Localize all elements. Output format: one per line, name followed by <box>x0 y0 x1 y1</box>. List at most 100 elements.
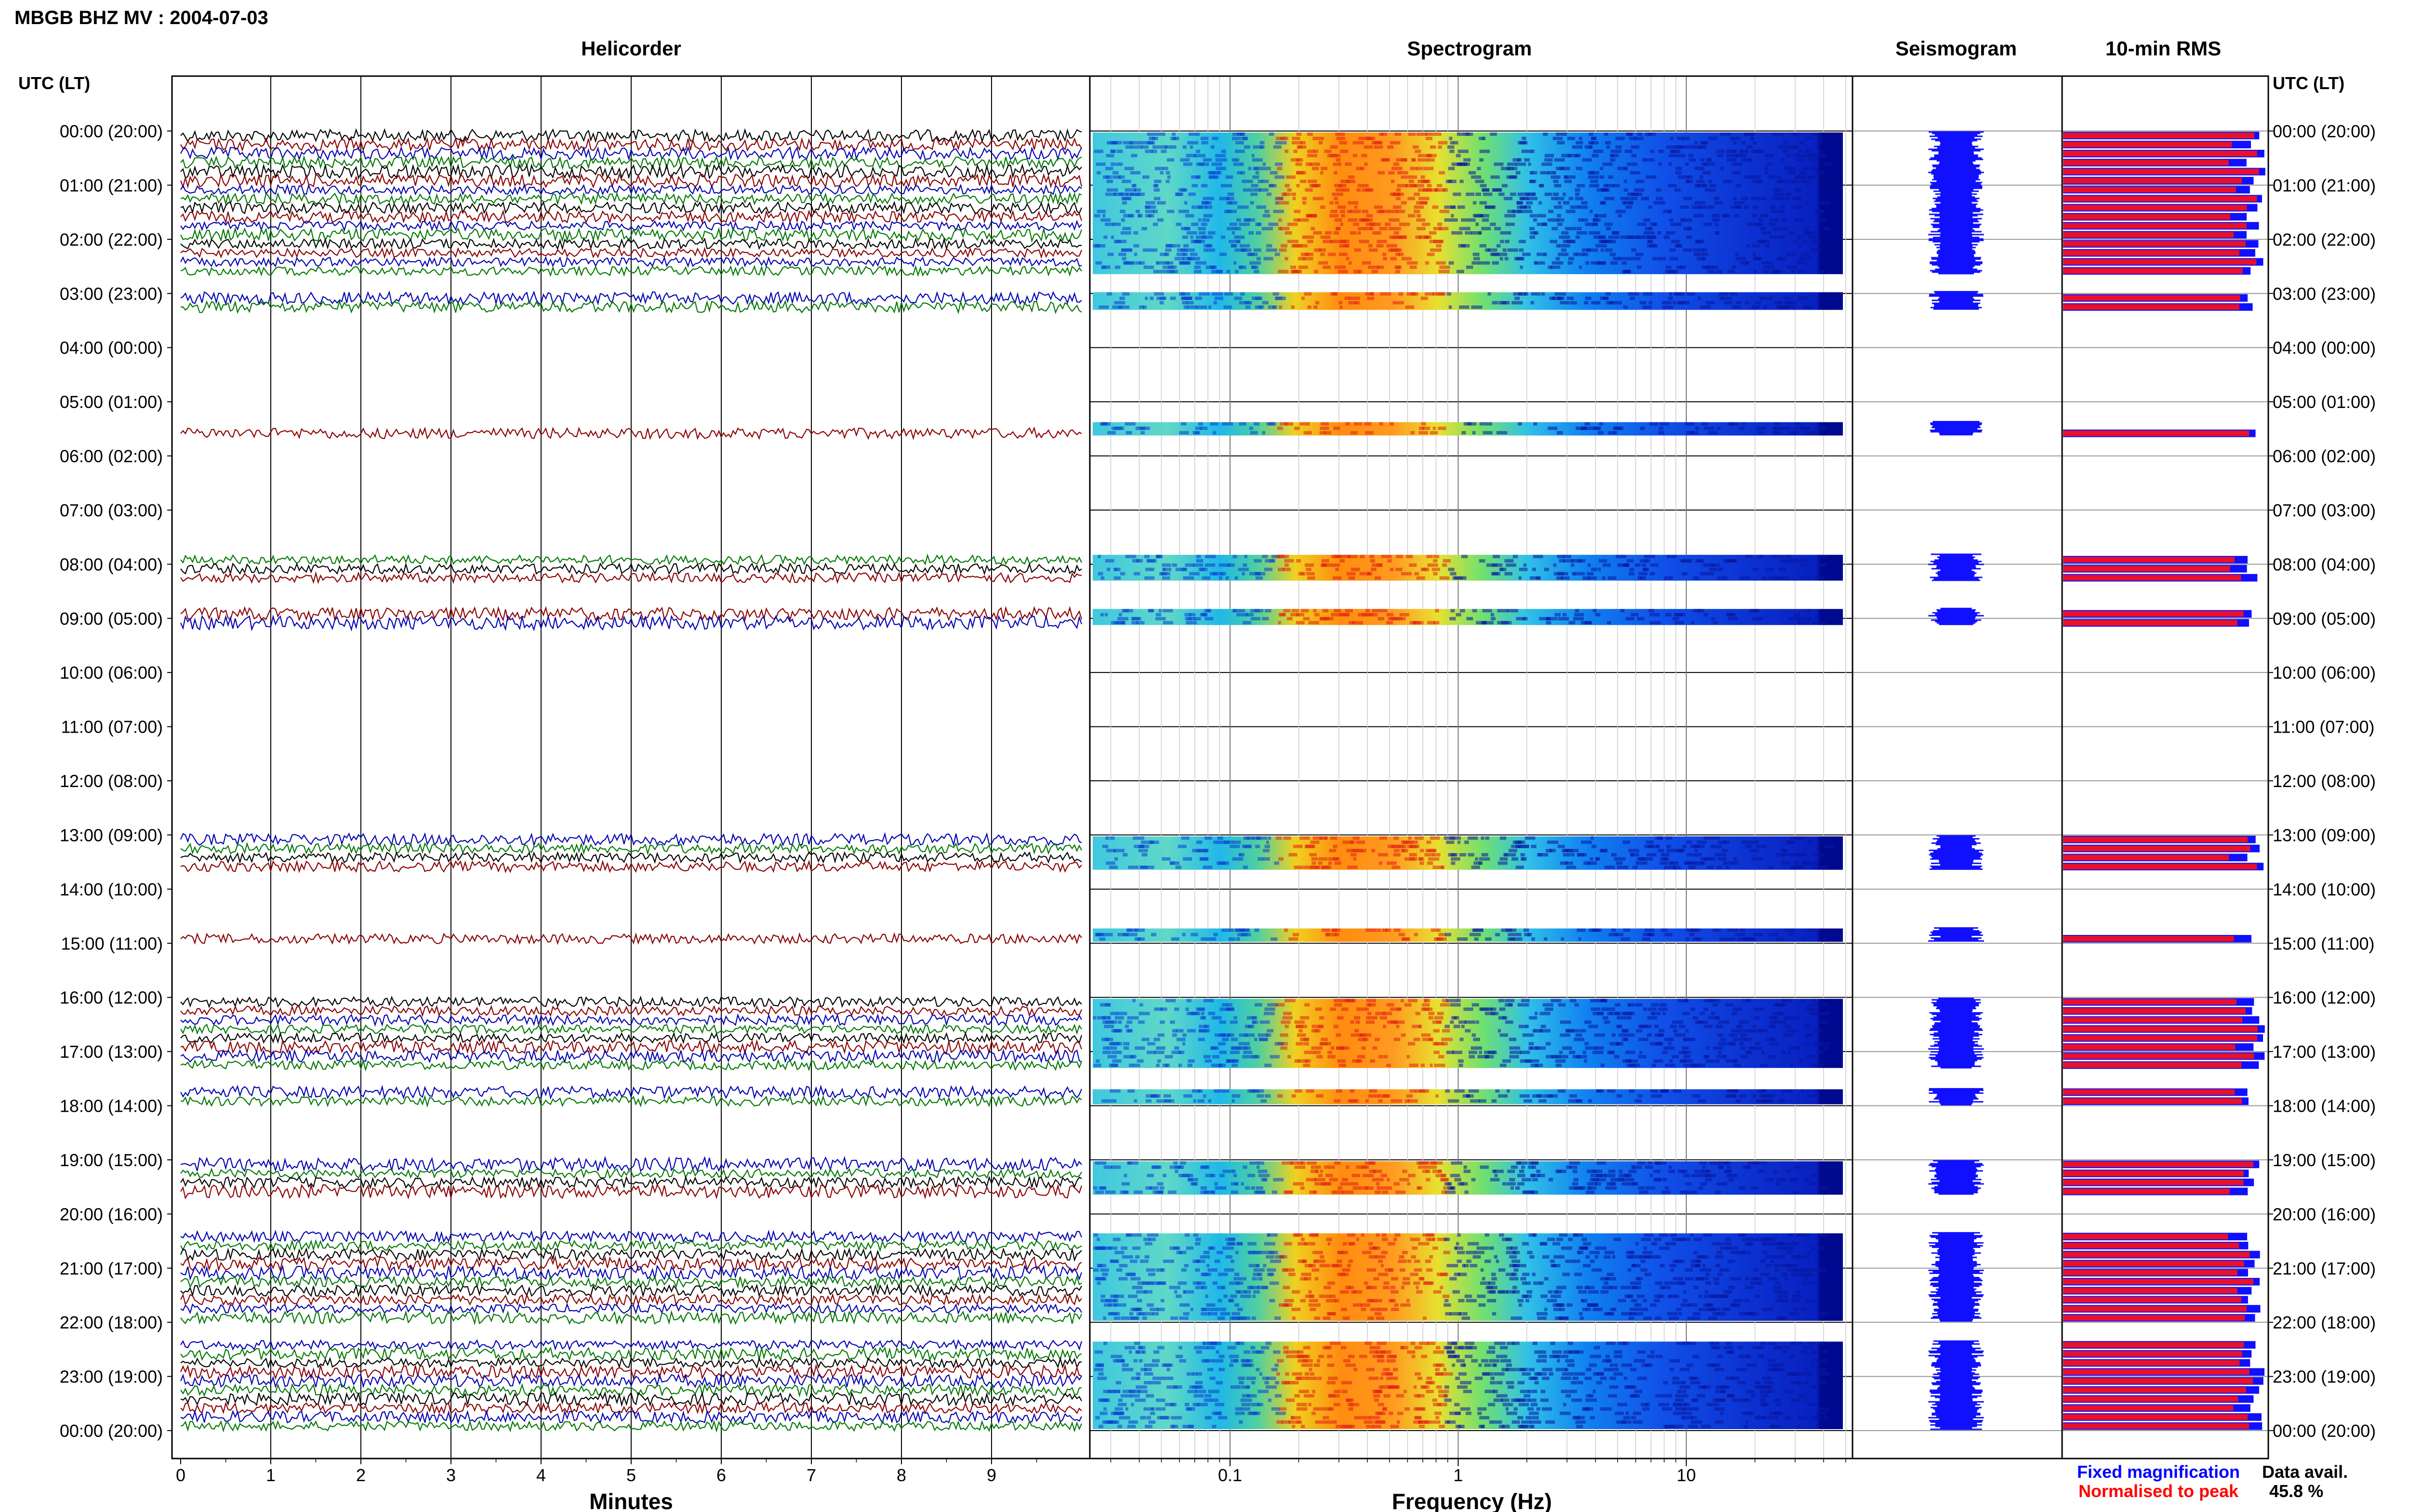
spectrogram-speckle <box>1350 1089 1355 1093</box>
spectrogram-speckle <box>1779 180 1790 184</box>
spectrogram-speckle <box>1235 158 1240 162</box>
spectrogram-speckle <box>1361 1303 1371 1307</box>
spectrogram-speckle <box>1393 836 1399 840</box>
spectrogram-speckle <box>1340 180 1350 184</box>
spectrogram-speckle <box>1254 248 1261 252</box>
spectrogram-speckle <box>1388 171 1395 175</box>
spectrogram-speckle <box>1507 167 1514 171</box>
spectrogram-speckle <box>1463 1390 1472 1394</box>
spectrogram-speckle <box>1745 844 1752 848</box>
spectrogram-speckle <box>1382 1237 1385 1241</box>
spectrogram-speckle <box>1505 1237 1510 1241</box>
spectrogram-speckle <box>1764 154 1769 158</box>
spectrogram-speckle <box>1103 1341 1108 1345</box>
spectrogram-speckle <box>1137 1307 1141 1311</box>
spectrogram-speckle <box>1457 1385 1468 1389</box>
spectrogram-speckle <box>1519 567 1528 571</box>
spectrogram-speckle <box>1390 141 1401 145</box>
spectrogram-speckle <box>1386 1376 1398 1380</box>
spectrogram-speckle <box>1112 1237 1121 1241</box>
helicorder-trace <box>180 1283 1082 1298</box>
spectrogram-speckle <box>1690 1007 1695 1011</box>
spectrogram-speckle <box>1800 167 1808 171</box>
spectrogram-speckle <box>1152 136 1155 140</box>
helicorder-trace <box>180 220 1082 232</box>
spectrogram-speckle <box>1610 1178 1621 1182</box>
spectrogram-speckle <box>1722 1307 1731 1311</box>
spectrogram-speckle <box>1337 1186 1342 1190</box>
spectrogram-speckle <box>1586 1367 1592 1371</box>
spectrogram-speckle <box>1153 292 1164 296</box>
spectrogram-speckle <box>1365 1165 1369 1169</box>
spectrogram-speckle <box>1734 1064 1741 1067</box>
spectrogram-speckle <box>1284 563 1289 567</box>
spectrogram-speckle <box>1202 201 1212 205</box>
spectrogram-speckle <box>1316 1055 1323 1059</box>
spectrogram-speckle <box>1715 1264 1721 1268</box>
spectrogram-speckle <box>1180 158 1190 162</box>
spectrogram-speckle <box>1509 1046 1517 1050</box>
spectrogram-speckle <box>1457 999 1461 1002</box>
spectrogram-speckle <box>1169 861 1179 865</box>
spectrogram-speckle <box>1229 1354 1239 1358</box>
spectrogram-speckle <box>1779 235 1786 239</box>
spectrogram-speckle <box>1268 305 1277 309</box>
spectrogram-speckle <box>1682 844 1687 848</box>
spectrogram-speckle <box>1814 426 1823 430</box>
spectrogram-speckle <box>1652 257 1657 261</box>
spectrogram-speckle <box>1387 559 1392 563</box>
spectrogram-speckle <box>1591 301 1601 304</box>
spectrogram-speckle <box>1446 1264 1458 1268</box>
spectrogram-speckle <box>1381 1385 1388 1389</box>
helicorder-trace <box>180 1264 1083 1281</box>
spectrogram-speckle <box>1517 841 1522 844</box>
spectrogram-speckle <box>1519 1094 1530 1098</box>
spectrogram-speckle <box>1505 1367 1517 1371</box>
spectrogram-speckle <box>1354 248 1361 252</box>
spectrogram-speckle <box>1544 1277 1549 1281</box>
spectrogram-speckle <box>1339 305 1343 309</box>
spectrogram-speckle <box>1103 1165 1112 1169</box>
spectrogram-speckle <box>1290 158 1300 162</box>
spectrogram-speckle <box>1791 1255 1800 1259</box>
spectrogram-speckle <box>1790 1178 1798 1182</box>
spectrogram-speckle <box>1398 933 1405 936</box>
spectrogram-speckle <box>1693 1016 1698 1020</box>
spectrogram-speckle <box>1433 559 1438 563</box>
spectrogram-speckle <box>1451 231 1463 235</box>
spectrogram-speckle <box>1493 1363 1497 1367</box>
spectrogram-speckle <box>1568 1237 1573 1241</box>
spectrogram-speckle <box>1468 1242 1479 1246</box>
spectrogram-speckle <box>1600 167 1603 171</box>
spectrogram-speckle <box>1745 1277 1750 1281</box>
spectrogram-speckle <box>1744 1038 1752 1041</box>
spectrogram-speckle <box>1528 1376 1538 1380</box>
spectrogram-speckle <box>1330 145 1338 149</box>
spectrogram-speckle <box>1632 1165 1642 1169</box>
spectrogram-speckle <box>1770 1020 1781 1024</box>
spectrogram-speckle <box>1164 252 1169 256</box>
spectrogram-speckle <box>1679 265 1686 269</box>
spectrogram-speckle <box>1708 136 1717 140</box>
spectrogram-speckle <box>1243 188 1253 192</box>
spectrogram-speckle <box>1657 1033 1664 1037</box>
spectrogram-speckle <box>1398 1259 1407 1263</box>
spectrogram-speckle <box>1729 1033 1738 1037</box>
spectrogram-speckle <box>1626 132 1633 136</box>
spectrogram-speckle <box>1751 244 1760 248</box>
spectrogram-speckle <box>1206 244 1211 248</box>
spectrogram-speckle <box>1107 1016 1112 1020</box>
spectrogram-speckle <box>1521 999 1530 1002</box>
spectrogram-speckle <box>1433 572 1438 576</box>
spectrogram-speckle <box>1698 1186 1703 1190</box>
spectrogram-speckle <box>1591 154 1599 158</box>
spectrogram-speckle <box>1096 162 1106 166</box>
spectrogram-speckle <box>1763 265 1768 269</box>
spectrogram-speckle <box>1493 554 1500 558</box>
spectrogram-speckle <box>1267 1268 1276 1272</box>
spectrogram-speckle <box>1550 1294 1561 1298</box>
spectrogram-speckle <box>1111 149 1115 153</box>
spectrogram-speckle <box>1115 265 1121 269</box>
spectrogram-speckle <box>1691 621 1694 625</box>
